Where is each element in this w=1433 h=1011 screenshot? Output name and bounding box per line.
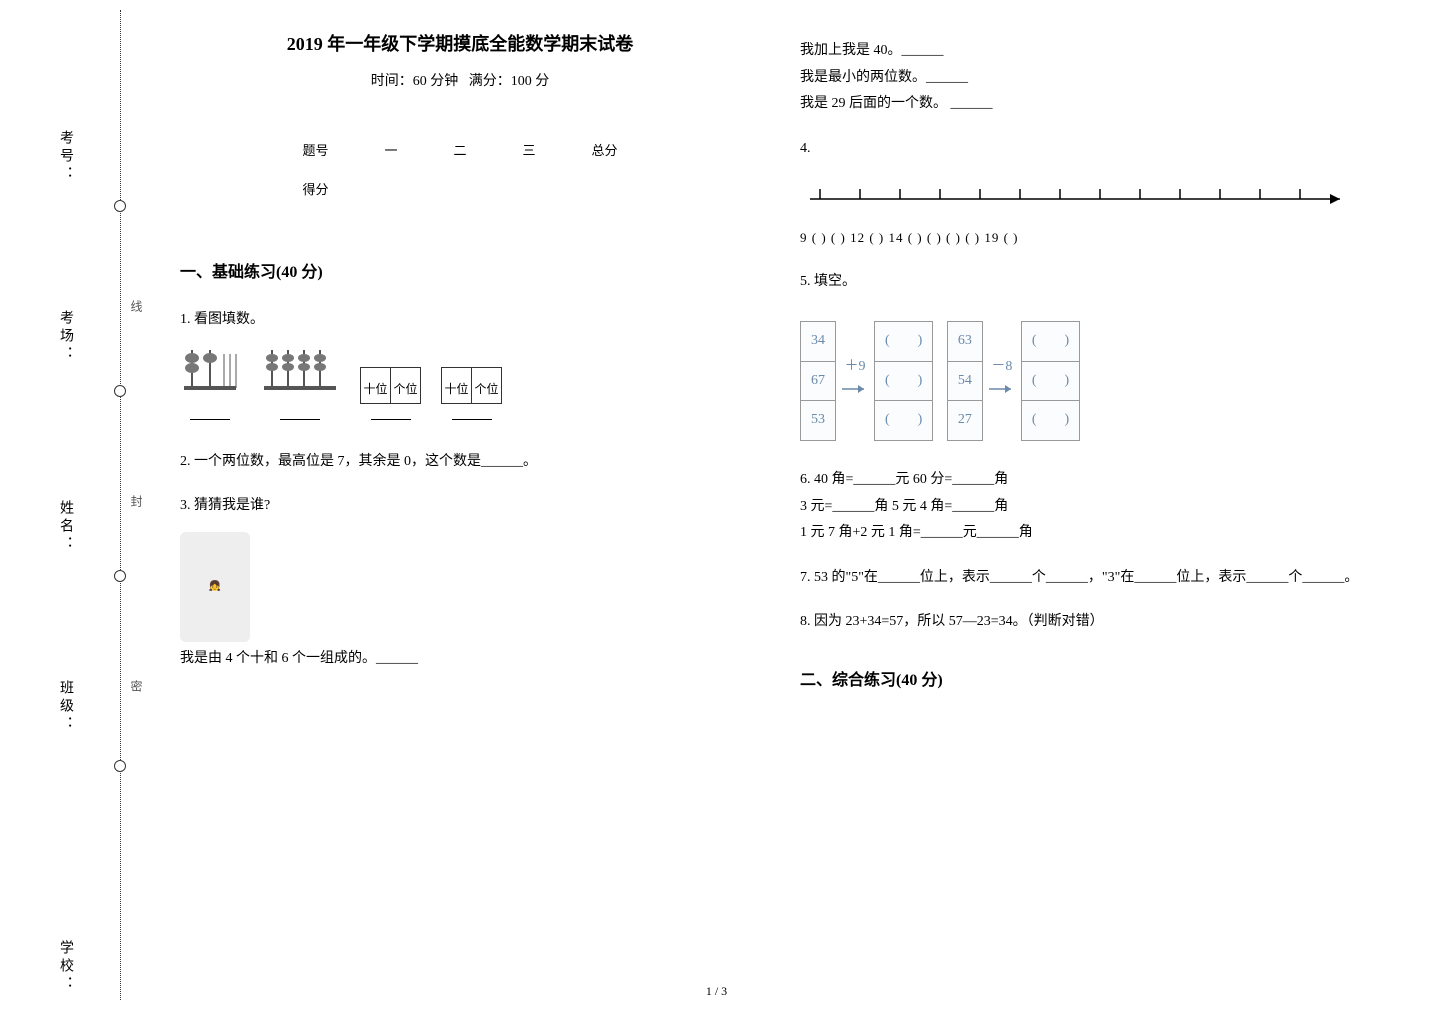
- time-text: 时间：60 分钟: [371, 74, 459, 89]
- q3: 3. 猜猜我是谁? 👧 我是由 4 个十和 6 个一组成的。______: [180, 493, 740, 672]
- score-col-2: 二: [425, 130, 494, 169]
- exam-subtitle: 时间：60 分钟 满分：100 分: [180, 70, 740, 90]
- place-tens: 十位: [442, 368, 472, 404]
- q1-blank: [280, 406, 320, 420]
- binding-circle: [114, 760, 126, 772]
- q5-arrow: ＋9: [836, 322, 875, 441]
- q5-left-table: 34 ＋9 ( ) 67 ( ) 53 ( ): [800, 321, 933, 441]
- q5-num: 27: [947, 401, 982, 441]
- q3-cont: 我加上我是 40。______ 我是最小的两位数。______ 我是 29 后面…: [800, 38, 1360, 118]
- place-value-1: 十位 个位: [360, 367, 421, 431]
- q5-num: 53: [801, 401, 836, 441]
- page-number: 1 / 3: [706, 984, 727, 999]
- q5-tables: 34 ＋9 ( ) 67 ( ) 53 ( ) 63 －8: [800, 313, 1360, 449]
- q5-num: 54: [947, 361, 982, 401]
- score-row-label: 得分: [274, 169, 356, 208]
- q1: 1. 看图填数。: [180, 307, 740, 431]
- q3-label: 3. 猜猜我是谁?: [180, 493, 740, 520]
- binding-label: 考号：: [55, 130, 75, 184]
- full-score-text: 满分：100 分: [469, 74, 550, 89]
- section2-heading: 二、综合练习(40 分): [800, 666, 1360, 690]
- q5-ans: ( ): [875, 361, 933, 401]
- score-blank: [564, 169, 646, 208]
- q5-num: 67: [801, 361, 836, 401]
- q5-ans: ( ): [1021, 401, 1079, 441]
- abacus-icon: [260, 344, 340, 394]
- place-ones: 个位: [472, 368, 502, 404]
- exam-title: 2019 年一年级下学期摸底全能数学期末试卷: [180, 30, 740, 56]
- q3-line2: 我加上我是 40。______: [800, 38, 1360, 65]
- content: 2019 年一年级下学期摸底全能数学期末试卷 时间：60 分钟 满分：100 分…: [180, 30, 1400, 715]
- q6-line1: 6. 40 角=______元 60 分=______角: [800, 467, 1360, 494]
- binding-dotted-line: [120, 10, 121, 1000]
- q8: 8. 因为 23+34=57，所以 57—23=34。（判断对错）: [800, 609, 1360, 636]
- place-ones: 个位: [391, 368, 421, 404]
- q5-op: －8: [987, 354, 1017, 381]
- q5-num: 34: [801, 322, 836, 362]
- abacus-icon: [180, 344, 240, 394]
- q5-num: 63: [947, 322, 982, 362]
- seal-label: 封: [128, 495, 145, 507]
- place-value-2: 十位 个位: [441, 367, 502, 431]
- section1-heading: 一、基础练习(40 分): [180, 258, 740, 282]
- q1-blank: [190, 406, 230, 420]
- score-blank: [495, 169, 564, 208]
- number-line: [800, 177, 1360, 218]
- q6-line3: 1 元 7 角+2 元 1 角=______元______角: [800, 520, 1360, 547]
- q4: 4. 9 ( ) ( ) 12 ( ) 14 ( ) ( ) ( ) ( ) 1…: [800, 136, 1360, 251]
- q5: 5. 填空。 34 ＋9 ( ) 67 ( ) 53 ( ) 63: [800, 269, 1360, 449]
- q3-line3: 我是最小的两位数。______: [800, 65, 1360, 92]
- binding-label: 学校：: [55, 940, 75, 994]
- q5-ans: ( ): [1021, 361, 1079, 401]
- abacus-1: [180, 344, 240, 431]
- binding-label: 班级：: [55, 680, 75, 734]
- left-column: 2019 年一年级下学期摸底全能数学期末试卷 时间：60 分钟 满分：100 分…: [180, 30, 740, 715]
- score-col-3: 三: [495, 130, 564, 169]
- q5-ans: ( ): [875, 322, 933, 362]
- score-col-1: 一: [356, 130, 425, 169]
- q6-line2: 3 元=______角 5 元 4 角=______角: [800, 494, 1360, 521]
- q5-right-table: 63 －8 ( ) 54 ( ) 27 ( ): [947, 321, 1080, 441]
- score-col-label: 题号: [274, 130, 356, 169]
- binding-label: 姓名：: [55, 500, 75, 554]
- q1-figures: 十位 个位 十位 个位: [180, 344, 740, 431]
- q1-blank: [371, 406, 411, 420]
- q6: 6. 40 角=______元 60 分=______角 3 元=______角…: [800, 467, 1360, 547]
- place-tens: 十位: [361, 368, 391, 404]
- q1-label: 1. 看图填数。: [180, 307, 740, 334]
- right-column: 我加上我是 40。______ 我是最小的两位数。______ 我是 29 后面…: [800, 30, 1360, 715]
- q5-arrow: －8: [982, 322, 1021, 441]
- score-col-total: 总分: [564, 130, 646, 169]
- binding-label: 考场：: [55, 310, 75, 364]
- q2: 2. 一个两位数，最高位是 7，其余是 0，这个数是______。: [180, 449, 740, 476]
- girl-image: 👧: [180, 532, 250, 642]
- q4-label: 4.: [800, 136, 1360, 163]
- q3-line4: 我是 29 后面的一个数。 ______: [800, 91, 1360, 118]
- q5-ans: ( ): [875, 401, 933, 441]
- q5-op: ＋9: [840, 354, 870, 381]
- binding-circle: [114, 385, 126, 397]
- abacus-2: [260, 344, 340, 431]
- q3-line1: 我是由 4 个十和 6 个一组成的。______: [180, 646, 740, 673]
- seal-label: 密: [128, 680, 145, 692]
- seal-label: 线: [128, 300, 145, 312]
- q1-blank: [452, 406, 492, 420]
- q7: 7. 53 的"5"在______位上，表示______个______，"3"在…: [800, 565, 1360, 592]
- number-line-labels: 9 ( ) ( ) 12 ( ) 14 ( ) ( ) ( ) ( ) 19 (…: [800, 226, 1360, 251]
- binding-circle: [114, 570, 126, 582]
- q5-ans: ( ): [1021, 322, 1079, 362]
- score-table: 题号 一 二 三 总分 得分: [274, 130, 645, 208]
- score-blank: [356, 169, 425, 208]
- q5-label: 5. 填空。: [800, 269, 1360, 296]
- score-blank: [425, 169, 494, 208]
- binding-circle: [114, 200, 126, 212]
- number-line-svg: [800, 177, 1350, 207]
